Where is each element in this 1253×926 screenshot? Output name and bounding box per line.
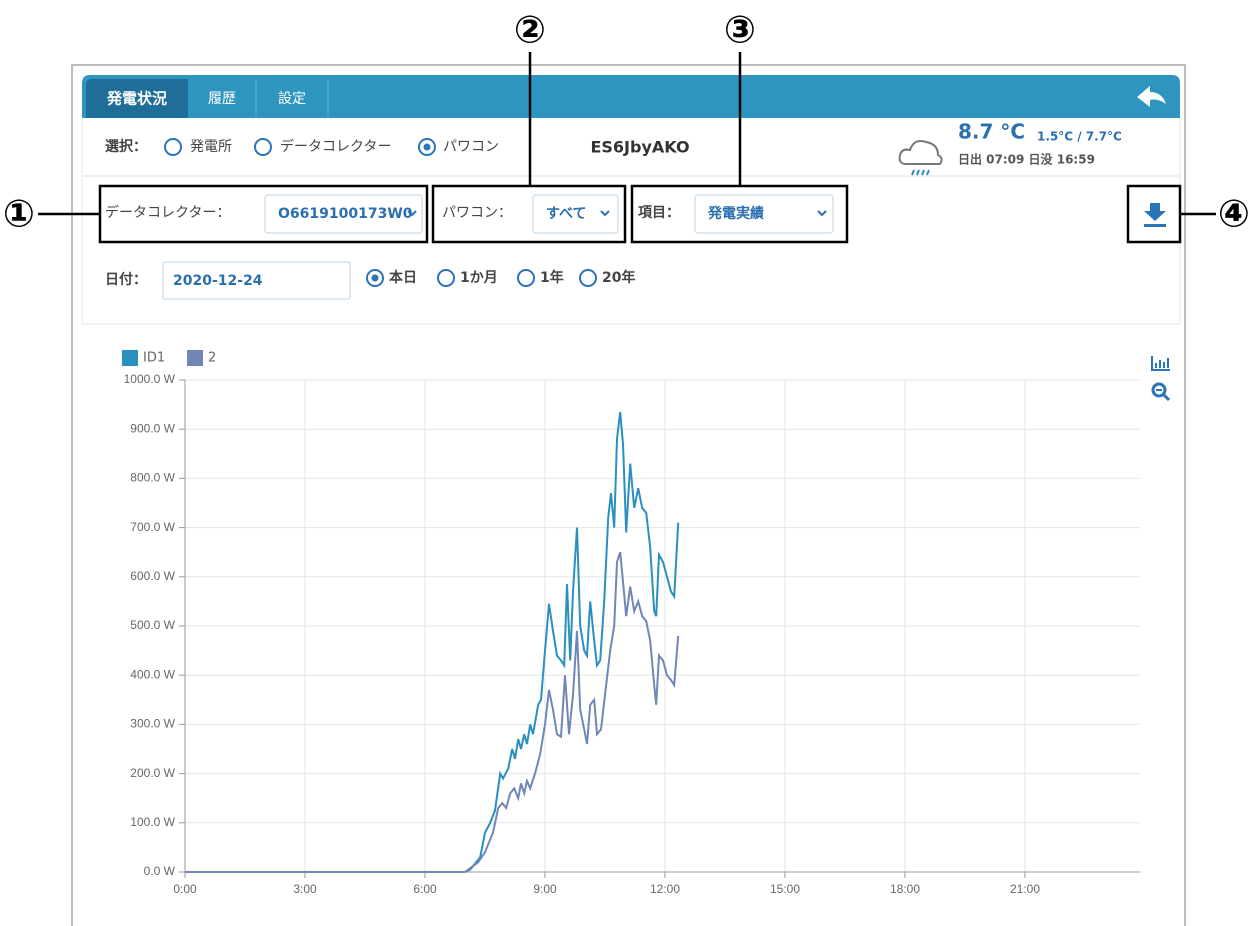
callout-number: ④: [1218, 192, 1250, 236]
callout-number: ③: [724, 8, 756, 52]
series-line: [185, 411, 680, 873]
radio[interactable]: [437, 269, 455, 287]
radio-label: 20年: [602, 269, 635, 286]
radio-dot: [423, 143, 431, 151]
device-name: ES6JbyAKO: [590, 138, 689, 157]
radio[interactable]: [254, 138, 272, 156]
selection-label: 選択：: [105, 138, 147, 155]
y-tick-label: 400.0 W: [130, 667, 175, 681]
y-tick-label: 700.0 W: [130, 520, 175, 534]
x-tick-label: 6:00: [413, 882, 437, 896]
weather-icon: [898, 140, 943, 176]
pcs-select[interactable]: [532, 194, 619, 234]
legend-label[interactable]: ID1: [143, 351, 165, 366]
item-select[interactable]: [694, 194, 834, 234]
radio[interactable]: [517, 269, 535, 287]
radio[interactable]: [164, 138, 182, 156]
collector-select[interactable]: [264, 194, 423, 234]
callout-number: ②: [514, 8, 546, 52]
pcs-value: すべて: [546, 206, 586, 222]
y-tick-label: 1000.0 W: [124, 372, 176, 386]
y-tick-label: 300.0 W: [130, 717, 175, 731]
radio-label: 1か月: [460, 270, 498, 286]
active-tab[interactable]: [86, 79, 188, 118]
item-value: 発電実績: [707, 205, 764, 222]
x-tick-label: 12:00: [650, 882, 680, 896]
chevron: [817, 210, 827, 217]
download-button[interactable]: [1144, 203, 1166, 227]
y-tick-label: 600.0 W: [130, 569, 175, 583]
date-input[interactable]: [162, 261, 351, 300]
tab[interactable]: 履歴: [208, 91, 236, 107]
temperature: 8.7 °C: [958, 120, 1025, 144]
x-tick-label: 21:00: [1010, 882, 1040, 896]
zoom-out-button[interactable]: [1151, 382, 1171, 402]
x-tick-label: 15:00: [770, 882, 800, 896]
x-tick-label: 18:00: [890, 882, 920, 896]
temperature-range: 1.5°C / 7.7°C: [1037, 130, 1122, 144]
y-tick-label: 200.0 W: [130, 766, 175, 780]
x-tick-label: 0:00: [173, 882, 197, 896]
y-tick-label: 0.0 W: [144, 864, 176, 878]
chevron: [407, 210, 417, 217]
x-tick-label: 3:00: [293, 882, 317, 896]
legend-swatch: [187, 350, 203, 366]
tab[interactable]: 発電状況: [106, 90, 167, 108]
radio-label: 本日: [389, 269, 417, 286]
date-value: 2020-12-24: [173, 273, 263, 289]
back-button[interactable]: [1137, 86, 1166, 107]
collector-label: データコレクター：: [105, 204, 230, 221]
chevron: [600, 210, 610, 217]
chart-type-button[interactable]: [1151, 356, 1170, 371]
radio-label: データコレクター: [280, 138, 391, 155]
radio-dot: [371, 274, 379, 282]
radio-label: 1年: [540, 269, 564, 286]
y-tick-label: 900.0 W: [130, 421, 175, 435]
y-tick-label: 500.0 W: [130, 618, 175, 632]
sun-times: 日出 07:09 日没 16:59: [958, 152, 1095, 167]
radio-label: パワコン: [443, 139, 499, 155]
series-line: [185, 551, 680, 873]
x-tick-label: 9:00: [533, 882, 557, 896]
tab-bar: [82, 75, 1180, 118]
collector-value: O6619100173W0: [278, 206, 413, 222]
legend-label[interactable]: 2: [208, 351, 216, 366]
radio-label: 発電所: [190, 139, 232, 155]
radio[interactable]: [579, 269, 597, 287]
item-label: 項目：: [638, 205, 680, 221]
y-tick-label: 100.0 W: [130, 815, 175, 829]
callout-number: ①: [3, 192, 35, 236]
legend-swatch: [122, 350, 138, 366]
tab[interactable]: 設定: [278, 91, 306, 107]
pcs-label: パワコン：: [442, 205, 512, 221]
y-tick-label: 800.0 W: [130, 471, 175, 485]
date-label: 日付：: [105, 271, 147, 288]
